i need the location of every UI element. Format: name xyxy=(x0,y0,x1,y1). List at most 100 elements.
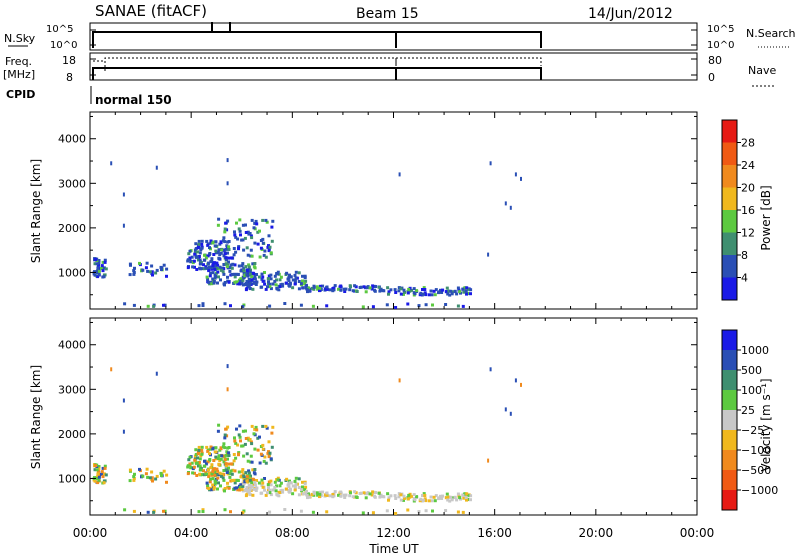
echo-cell xyxy=(223,252,227,256)
echo-cell xyxy=(273,480,277,484)
echo-cell xyxy=(509,205,512,210)
echo-cell xyxy=(402,292,405,296)
echo-cell xyxy=(214,450,218,454)
echo-cell xyxy=(374,491,378,494)
echo-cell xyxy=(241,511,245,514)
echo-cell xyxy=(248,287,252,291)
colorbar-swatch xyxy=(722,390,737,411)
echo-cell xyxy=(238,424,242,428)
echo-cell xyxy=(514,172,517,177)
echo-cell xyxy=(201,302,205,306)
echo-cell xyxy=(231,262,235,266)
echo-cell xyxy=(458,496,462,500)
echo-cell xyxy=(241,305,245,308)
echo-cell xyxy=(97,261,101,265)
echo-cell xyxy=(219,268,223,272)
echo-cell xyxy=(448,293,452,297)
echo-cell xyxy=(456,304,460,308)
echo-cell xyxy=(310,286,314,290)
echo-cell xyxy=(190,461,194,465)
echo-cell xyxy=(229,263,233,267)
echo-cell xyxy=(261,447,265,451)
echo-cell xyxy=(297,486,301,489)
echo-cell xyxy=(394,306,398,309)
echo-cell xyxy=(225,450,229,454)
echo-cell xyxy=(238,486,242,490)
echo-cell xyxy=(210,257,214,261)
echo-cell xyxy=(191,471,195,475)
echo-cell xyxy=(213,473,217,477)
y-tick-label: 3000 xyxy=(58,383,86,396)
echo-cell xyxy=(413,292,417,296)
echo-cell xyxy=(266,285,269,289)
echo-cell xyxy=(253,275,257,278)
echo-cell xyxy=(223,281,227,284)
echo-cell xyxy=(196,258,200,262)
echo-cell xyxy=(242,268,246,272)
echo-cell xyxy=(233,230,236,234)
echo-cell xyxy=(252,432,256,436)
echo-cell xyxy=(251,493,255,497)
echo-cell xyxy=(365,286,369,290)
echo-cell xyxy=(268,245,272,249)
echo-cell xyxy=(202,469,205,473)
colorbar-frame xyxy=(721,329,738,511)
echo-cell xyxy=(377,491,381,495)
echo-cell xyxy=(123,302,127,306)
echo-cell xyxy=(214,249,218,253)
echo-cell xyxy=(449,289,453,293)
echo-cell xyxy=(297,271,301,275)
echo-cell xyxy=(165,274,168,278)
echo-cell xyxy=(214,244,218,248)
echo-cell xyxy=(461,304,465,308)
echo-cell xyxy=(420,293,424,297)
echo-cell xyxy=(102,479,106,483)
echo-cell xyxy=(389,494,393,498)
echo-cell xyxy=(237,452,240,456)
echo-cell xyxy=(211,470,215,474)
echo-cell xyxy=(242,248,246,252)
echo-cell xyxy=(155,371,158,376)
echo-cell xyxy=(128,468,132,472)
echo-cell xyxy=(247,263,251,267)
echo-cell xyxy=(96,271,99,274)
echo-cell xyxy=(252,487,256,491)
echo-cell xyxy=(399,498,403,502)
echo-cell xyxy=(279,489,283,493)
colorbar-swatch xyxy=(722,120,737,143)
freq-tick-top: 18 xyxy=(62,54,76,67)
echo-cell xyxy=(247,469,251,473)
echo-cell xyxy=(312,491,316,495)
echo-cell xyxy=(208,458,212,461)
echo-cell xyxy=(520,382,522,387)
echo-cell xyxy=(162,263,166,267)
echo-cell xyxy=(353,490,357,494)
echo-cell xyxy=(450,292,454,296)
echo-cell xyxy=(195,461,199,465)
colorbar-swatch xyxy=(722,187,737,211)
nsky-tick-top: 10^5 xyxy=(46,24,73,35)
echo-cell xyxy=(248,281,252,285)
echo-cell xyxy=(434,288,438,292)
echo-cell xyxy=(244,265,248,269)
echo-cell xyxy=(244,488,248,491)
colorbar-swatch xyxy=(722,232,737,256)
echo-cell xyxy=(104,473,108,477)
echo-cell xyxy=(223,302,227,306)
echo-cell xyxy=(349,491,352,495)
echo-cell xyxy=(198,266,202,270)
echo-cell xyxy=(103,260,107,264)
echo-cell xyxy=(97,465,101,468)
echo-cell xyxy=(387,498,390,502)
echo-cell xyxy=(224,247,228,251)
echo-cell xyxy=(230,256,233,260)
echo-cell xyxy=(222,267,226,271)
echo-cell xyxy=(453,495,457,499)
echo-cell xyxy=(224,256,228,260)
echo-cell xyxy=(261,279,265,283)
echo-cell xyxy=(232,453,236,456)
echo-cell xyxy=(217,217,221,221)
echo-cell xyxy=(466,287,470,291)
colorbar-tick-label: 100 xyxy=(741,384,762,397)
echo-cell xyxy=(209,241,213,245)
